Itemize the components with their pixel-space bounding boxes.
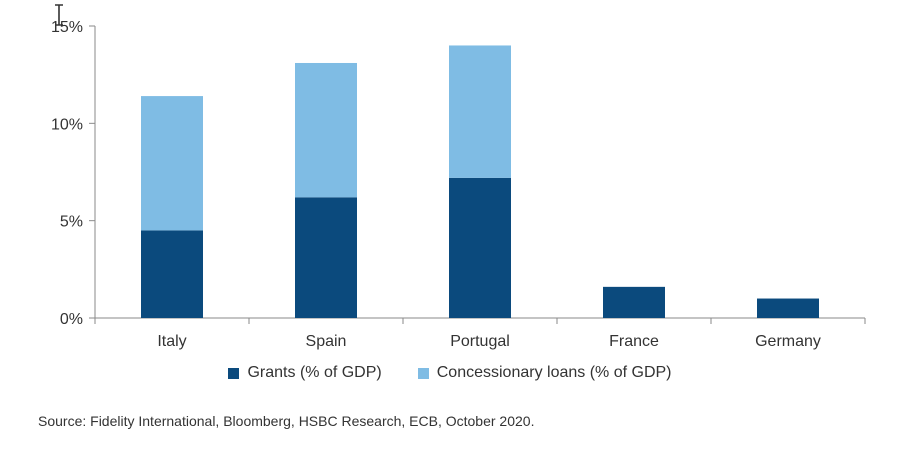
bar-loans	[449, 45, 511, 178]
source-note: Source: Fidelity International, Bloomber…	[38, 413, 535, 429]
bar-grants	[603, 286, 665, 318]
y-tick-label: 10%	[51, 116, 83, 133]
legend-item-loans: Concessionary loans (% of GDP)	[417, 364, 672, 382]
x-tick-label: Spain	[306, 333, 347, 350]
bar-grants	[757, 298, 819, 318]
bar-grants	[141, 230, 203, 318]
x-tick-label: France	[609, 333, 659, 350]
bars	[141, 45, 819, 318]
legend-label-loans: Concessionary loans (% of GDP)	[436, 364, 672, 381]
bar-loans	[141, 96, 203, 231]
bar-grants	[295, 197, 357, 318]
x-axis: Italy Spain Portugal France Germany	[89, 317, 866, 350]
bar-grants	[449, 177, 511, 318]
y-tick-label: 0%	[60, 311, 83, 328]
y-tick-label: 5%	[60, 214, 83, 231]
legend-swatch-grants	[228, 367, 240, 379]
x-tick-label: Italy	[157, 333, 186, 350]
legend-swatch-loans	[417, 367, 429, 379]
x-tick-label: Germany	[755, 333, 821, 350]
text-cursor-icon	[55, 4, 63, 26]
legend-item-grants: Grants (% of GDP)	[228, 364, 382, 382]
legend-label-grants: Grants (% of GDP)	[247, 364, 382, 381]
bar-loans	[295, 62, 357, 198]
legend: Grants (% of GDP) Concessionary loans (%…	[0, 364, 900, 382]
y-axis: 0%5%10%15%	[51, 19, 96, 328]
bar-chart: 0%5%10%15% Italy Spain Portugal France Germa…	[51, 19, 866, 350]
x-tick-label: Portugal	[450, 333, 510, 350]
